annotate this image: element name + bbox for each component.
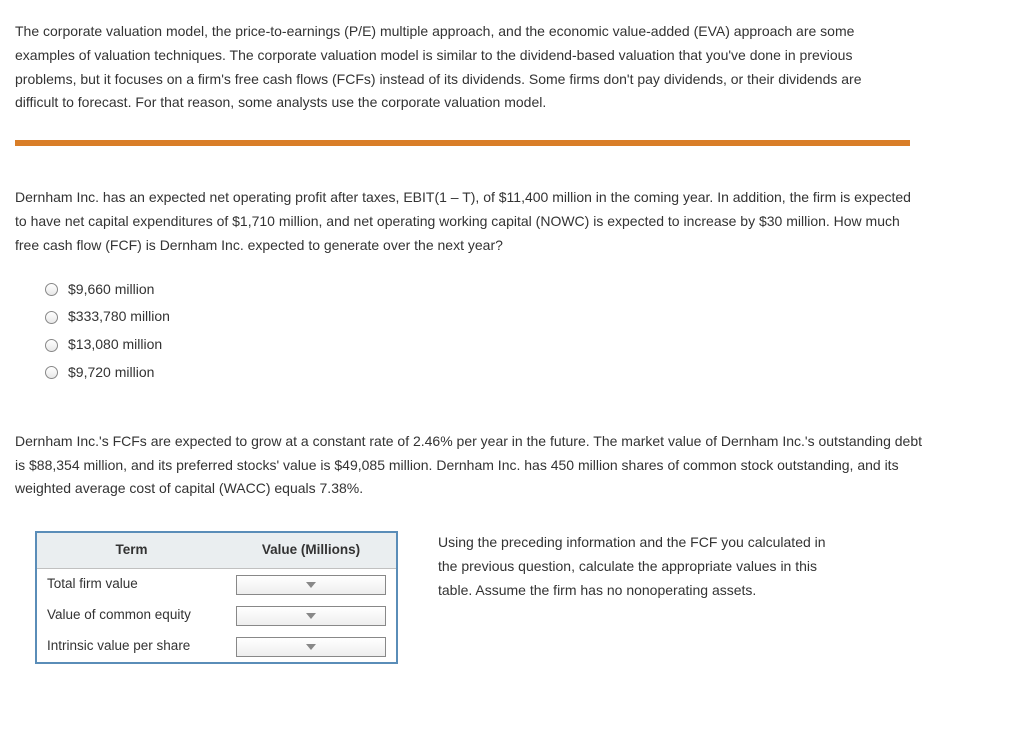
- intrinsic-value-dropdown[interactable]: [236, 637, 386, 657]
- question-1-text: Dernham Inc. has an expected net operati…: [15, 186, 915, 257]
- table-row: Value of common equity: [36, 600, 397, 631]
- chevron-down-icon: [306, 644, 316, 650]
- option-label: $9,660 million: [68, 278, 154, 302]
- common-equity-dropdown[interactable]: [236, 606, 386, 626]
- intro-paragraph: The corporate valuation model, the price…: [15, 20, 875, 115]
- section-divider: [15, 140, 910, 146]
- answer-options: $9,660 million $333,780 million $13,080 …: [45, 278, 1003, 385]
- total-firm-value-dropdown[interactable]: [236, 575, 386, 595]
- option-label: $9,720 million: [68, 361, 154, 385]
- table-row: Intrinsic value per share: [36, 631, 397, 663]
- chevron-down-icon: [306, 613, 316, 619]
- context-paragraph-2: Dernham Inc.'s FCFs are expected to grow…: [15, 430, 925, 501]
- option-3[interactable]: $13,080 million: [45, 333, 1003, 357]
- table-header-value: Value (Millions): [226, 532, 397, 568]
- term-cell: Value of common equity: [36, 600, 226, 631]
- radio-icon: [45, 339, 58, 352]
- table-row: Total firm value: [36, 569, 397, 600]
- option-4[interactable]: $9,720 million: [45, 361, 1003, 385]
- table-header-term: Term: [36, 532, 226, 568]
- chevron-down-icon: [306, 582, 316, 588]
- value-table: Term Value (Millions) Total firm value V…: [35, 531, 398, 664]
- radio-icon: [45, 366, 58, 379]
- option-1[interactable]: $9,660 million: [45, 278, 1003, 302]
- term-cell: Intrinsic value per share: [36, 631, 226, 663]
- table-instructions: Using the preceding information and the …: [438, 531, 848, 602]
- option-label: $13,080 million: [68, 333, 162, 357]
- option-label: $333,780 million: [68, 305, 170, 329]
- term-cell: Total firm value: [36, 569, 226, 600]
- radio-icon: [45, 311, 58, 324]
- option-2[interactable]: $333,780 million: [45, 305, 1003, 329]
- radio-icon: [45, 283, 58, 296]
